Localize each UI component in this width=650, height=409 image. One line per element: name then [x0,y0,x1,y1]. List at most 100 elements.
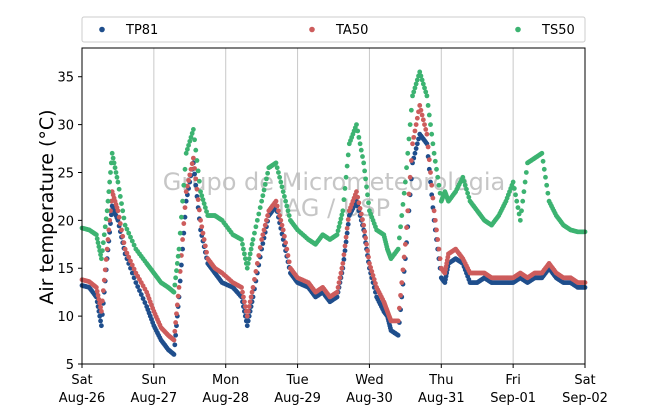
data-point [194,158,200,163]
data-point [283,240,288,246]
data-point [406,191,412,197]
x-tick-label-date: Aug-30 [346,391,393,406]
data-point [340,208,346,214]
data-point [202,205,208,211]
data-point [425,103,431,108]
data-point [282,194,287,199]
data-point [93,284,99,290]
data-point [128,258,133,264]
data-point [129,262,135,268]
data-point [99,248,105,254]
data-point [342,243,348,249]
data-point [196,207,202,213]
data-point [276,208,281,214]
y-tick-label: 15 [57,262,74,277]
data-point [175,293,181,299]
data-point [336,280,342,286]
data-point [247,251,253,257]
data-point [182,166,188,172]
data-point [414,77,420,83]
data-point [413,146,419,151]
data-point [245,308,251,314]
data-points [79,69,588,357]
data-point [404,165,409,171]
data-point [184,183,190,189]
data-point [120,233,126,239]
data-point [357,205,363,211]
data-point [413,122,419,128]
x-tick-label-day: Mon [212,373,239,388]
y-tick-label: 20 [57,214,74,229]
data-point [399,213,405,218]
data-point [365,192,370,198]
data-point [181,221,187,226]
data-point [511,186,517,191]
data-point [401,254,407,260]
x-tick-label-date: Aug-29 [274,391,321,406]
data-point [367,261,372,266]
data-point [242,251,247,257]
data-point [99,298,105,304]
data-point [254,261,260,266]
data-point [204,249,209,255]
data-point [274,165,280,171]
data-point [343,174,349,180]
y-tick-label: 35 [57,71,74,86]
data-point [109,150,115,156]
data-point [173,332,179,338]
data-point [277,213,283,218]
data-point [240,241,245,247]
data-point [354,122,359,128]
data-point [201,237,207,242]
data-point [286,213,292,218]
data-point [101,232,107,238]
data-point [410,93,415,99]
data-point [126,230,132,236]
data-point [94,236,100,242]
data-point [429,182,435,188]
data-point [373,281,378,286]
data-point [239,284,244,290]
data-point [257,245,263,250]
data-point [436,246,442,252]
data-point [248,246,254,252]
data-point [418,73,424,79]
data-point [360,217,365,222]
data-point [340,261,346,266]
data-point [519,208,524,214]
data-point [461,178,467,184]
data-point [339,265,345,271]
x-tick-label-date: Aug-27 [131,391,178,406]
data-point [177,269,183,274]
data-point [545,190,551,196]
data-point [122,222,128,228]
data-point [273,160,279,166]
data-point [182,214,188,220]
data-point [189,130,195,136]
data-point [513,192,518,198]
data-point [242,304,248,309]
data-point [129,238,135,244]
data-point [174,268,179,274]
data-point [172,282,178,288]
data-point [400,267,406,273]
data-point [432,217,438,223]
data-point [365,248,370,254]
data-point [119,227,124,233]
data-point [182,205,188,211]
data-point [265,213,271,218]
data-point [173,320,179,325]
data-point [140,296,146,301]
data-point [282,233,287,239]
data-point [362,168,368,174]
data-point [95,240,101,246]
data-point [345,217,351,222]
data-point [115,179,121,185]
data-point [183,189,189,195]
legend-marker-ta50 [309,26,315,33]
data-point [103,216,109,222]
plot-frame [81,47,586,365]
data-point [105,237,111,242]
data-point [242,299,247,305]
data-point [105,198,111,204]
